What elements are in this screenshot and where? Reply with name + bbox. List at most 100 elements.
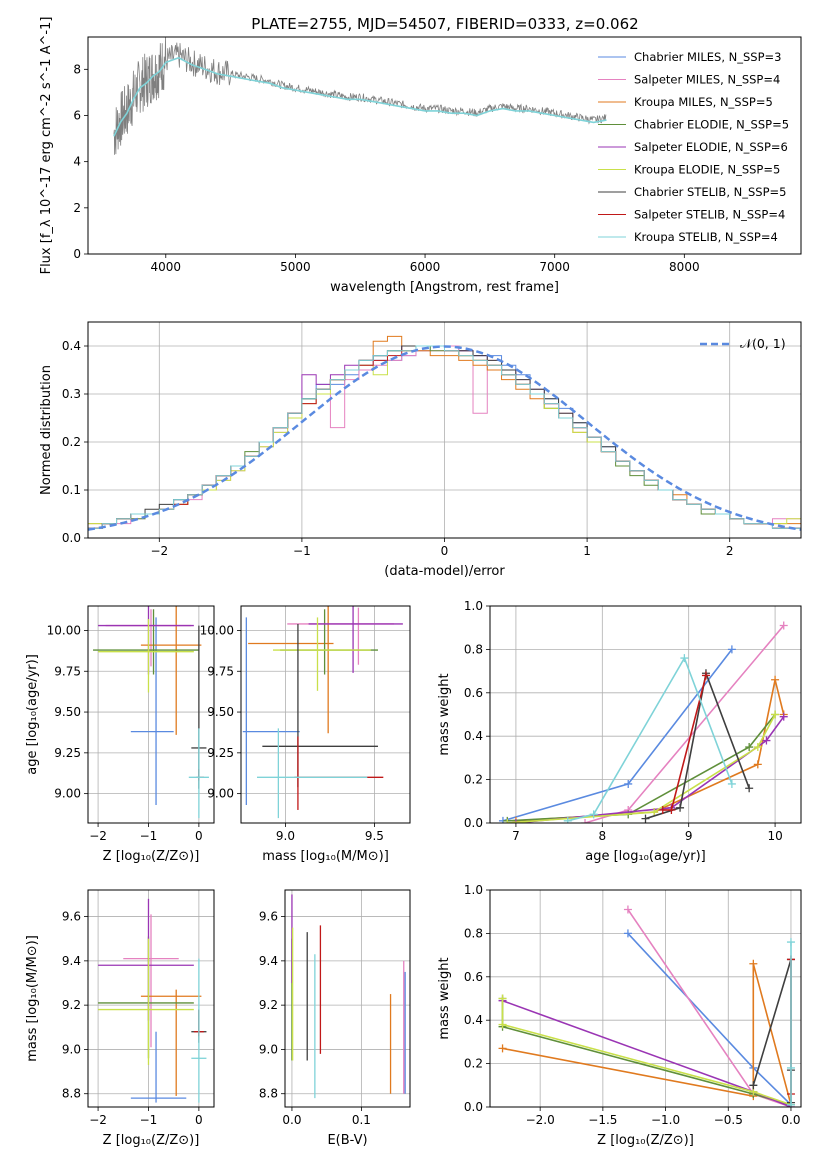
weight-marker	[563, 816, 572, 823]
x-axis-label: mass [log₁₀(M/M⊙)]	[262, 849, 389, 864]
y-tick-label: 9.50	[54, 705, 81, 719]
x-axis-label: Z [log₁₀(Z/Z⊙)]	[597, 1133, 694, 1148]
x-tick-label: 4000	[151, 260, 182, 274]
x-axis-label: (data-model)/error	[384, 564, 505, 579]
y-tick-label: 0.0	[62, 531, 81, 545]
y-tick-label: 9.4	[259, 954, 278, 968]
y-tick-label: 8.8	[259, 1087, 278, 1101]
x-axis-label: Z [log₁₀(Z/Z⊙)]	[103, 1133, 200, 1148]
x-axis-label: wavelength [Angstrom, rest frame]	[330, 280, 559, 295]
y-tick-label: 9.50	[207, 705, 234, 719]
x-axis-label: E(B-V)	[327, 1133, 367, 1148]
y-tick-label: 2	[73, 201, 81, 215]
y-tick-label: 0.0	[464, 816, 483, 830]
y-tick-label: 9.75	[54, 664, 81, 678]
x-tick-label: −1	[293, 544, 311, 558]
weight-marker	[624, 779, 633, 788]
y-tick-label: 0.2	[62, 435, 81, 449]
panel-residuals: −2 −1 0 1 2 0.0 0.1 0.2 0.3 0.4 (data-model)/error…	[39, 321, 802, 579]
weight-marker	[779, 621, 788, 630]
spectrum-legend: Chabrier MILES, N_SSP=3 Salpeter MILES, N…	[598, 50, 789, 244]
legend-label: Salpeter STELIB, N_SSP=4	[634, 208, 785, 222]
axes-frame	[284, 889, 411, 1108]
legend-label: Kroupa ELODIE, N_SSP=5	[634, 163, 780, 177]
weight-marker	[498, 994, 507, 1003]
errorbar-chabrier-elodie	[93, 609, 199, 675]
errorbar-kroupa-elodie	[273, 617, 371, 691]
y-tick-label: 10.00	[47, 623, 81, 637]
axes-frame	[87, 36, 802, 255]
y-tick-label: 0.1	[62, 483, 81, 497]
y-axis-label: Flux [f_λ 10^-17 erg cm^-2 s^-1 A^-1]	[39, 17, 54, 275]
y-tick-label: 9.25	[207, 746, 234, 760]
x-tick-label: 0	[195, 1113, 203, 1127]
weight-marker	[667, 805, 676, 814]
weight-marker	[623, 929, 632, 938]
x-tick-label: 6000	[410, 260, 441, 274]
weight-marker	[650, 808, 659, 817]
y-axis-label: mass weight	[437, 673, 452, 755]
weight-marker	[623, 905, 632, 914]
y-tick-label: 8	[73, 62, 81, 76]
y-tick-label: 0.4	[62, 339, 81, 353]
y-tick-label: 9.4	[62, 954, 81, 968]
x-axis-label: Z [log₁₀(Z/Z⊙)]	[103, 849, 200, 864]
errorbar-chabrier-miles	[130, 1031, 187, 1103]
weight-marker	[503, 819, 512, 823]
weight-marker	[680, 654, 689, 663]
x-tick-label: 7000	[539, 260, 570, 274]
plot-area-spectrum	[113, 37, 607, 155]
errorbar-chabrier-miles	[242, 617, 300, 806]
weight-marker	[753, 760, 762, 769]
weight-marker	[749, 959, 758, 968]
y-tick-label: 0.0	[464, 1100, 483, 1114]
x-tick-label: −1	[140, 829, 158, 843]
weight-marker	[498, 1044, 507, 1053]
legend-label: Salpeter ELODIE, N_SSP=6	[634, 140, 788, 154]
y-tick-label: 8.8	[62, 1087, 81, 1101]
spectrum-model-line	[113, 56, 607, 137]
y-tick-label: 0.2	[464, 1057, 483, 1071]
y-tick-label: 4	[73, 155, 81, 169]
errorbar-salpeter-elodie	[308, 606, 403, 673]
weight-marker	[786, 1100, 795, 1107]
plot-area-age_vs_mass	[242, 606, 403, 819]
x-tick-label: 0	[441, 544, 449, 558]
weight-marker	[676, 803, 685, 812]
plot-area-age_vs_Z	[93, 606, 209, 819]
weight-line-kroupa-elodie	[501, 998, 792, 1106]
histogram-kroupa-stelib	[88, 345, 801, 538]
y-tick-label: 9.00	[54, 787, 81, 801]
plot-area-weight_vs_Z	[498, 905, 795, 1107]
x-tick-label: −0.5	[714, 1113, 743, 1127]
weight-marker	[745, 743, 754, 752]
x-tick-label: −1.0	[651, 1113, 680, 1127]
legend-label: Kroupa STELIB, N_SSP=4	[634, 230, 778, 244]
panel-mass_vs_EBV: 0.0 0.1 8.8 9.0 9.2 9.4 9.6 E(B-V)	[259, 889, 411, 1148]
axes-frame	[87, 889, 215, 1108]
x-tick-label: −2.0	[526, 1113, 555, 1127]
axes-frame	[489, 889, 802, 1108]
x-tick-label: 9.0	[276, 829, 295, 843]
x-tick-label: 2	[726, 544, 734, 558]
y-tick-label: 9.2	[259, 998, 278, 1012]
y-tick-label: 9.00	[207, 787, 234, 801]
plot-area-mass_vs_Z	[98, 898, 207, 1103]
weight-marker	[753, 743, 762, 752]
weight-marker	[658, 805, 667, 814]
normal-curve	[88, 345, 801, 531]
y-tick-label: 0.6	[464, 970, 483, 984]
weight-marker	[511, 819, 520, 823]
y-tick-label: 0.3	[62, 387, 81, 401]
axes-frame	[240, 605, 411, 824]
y-tick-label: 9.75	[207, 664, 234, 678]
weight-line-kroupa-stelib	[567, 656, 733, 822]
weight-marker	[786, 938, 795, 947]
x-tick-label: 0.0	[282, 1113, 301, 1127]
x-tick-label: 5000	[280, 260, 311, 274]
errorbar-kroupa-elodie	[98, 619, 194, 693]
legend-label: Chabrier ELODIE, N_SSP=5	[634, 118, 789, 132]
x-tick-label: −2	[150, 544, 168, 558]
legend-label: Kroupa MILES, N_SSP=5	[634, 95, 773, 109]
